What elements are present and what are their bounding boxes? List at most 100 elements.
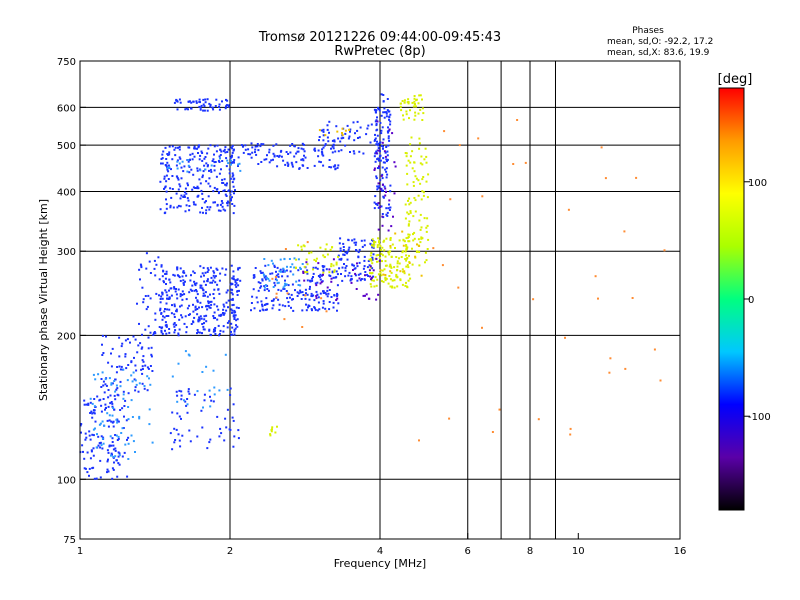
data-point	[161, 157, 164, 160]
data-point	[413, 100, 416, 103]
data-point	[407, 240, 410, 243]
data-point	[202, 170, 205, 173]
data-point	[219, 427, 222, 430]
data-point	[167, 153, 169, 156]
data-point	[366, 127, 369, 130]
data-point	[233, 148, 235, 151]
data-point	[233, 318, 236, 320]
data-point	[269, 272, 272, 275]
data-point	[317, 275, 320, 277]
data-point	[214, 327, 217, 329]
data-point	[216, 204, 219, 207]
data-point	[419, 228, 422, 231]
data-point	[165, 190, 168, 193]
data-point	[302, 272, 305, 274]
data-point	[263, 158, 266, 161]
y-tick-label: 750	[57, 57, 76, 68]
data-point	[170, 312, 173, 315]
data-point	[224, 273, 227, 276]
data-point	[116, 366, 119, 368]
data-point	[213, 393, 216, 396]
data-point	[183, 322, 186, 325]
data-point	[92, 447, 95, 450]
data-point	[335, 299, 338, 301]
data-point	[201, 272, 204, 275]
data-point	[217, 288, 220, 291]
data-point	[206, 295, 209, 298]
data-point	[285, 151, 288, 153]
data-point	[386, 211, 389, 214]
data-point	[175, 324, 178, 327]
data-point	[204, 294, 206, 297]
data-point	[237, 267, 240, 270]
data-point	[358, 261, 361, 264]
data-point	[417, 102, 420, 105]
data-point	[165, 164, 168, 167]
data-point	[409, 277, 412, 280]
data-point	[161, 297, 164, 300]
data-point	[117, 435, 120, 438]
data-point	[384, 277, 387, 280]
data-point	[300, 298, 303, 300]
data-point	[170, 196, 173, 199]
data-point	[385, 158, 388, 161]
data-point	[229, 394, 232, 396]
data-point	[297, 284, 300, 286]
data-point	[141, 372, 144, 375]
data-point	[407, 223, 410, 226]
data-point	[270, 429, 273, 431]
data-point	[104, 383, 107, 386]
data-point	[161, 318, 164, 321]
data-point	[108, 419, 111, 422]
data-point	[375, 152, 378, 155]
data-point	[90, 410, 93, 413]
data-point	[109, 402, 112, 405]
data-point	[376, 134, 379, 137]
data-point	[385, 170, 388, 173]
data-point	[293, 155, 296, 158]
data-point	[193, 145, 196, 148]
data-point	[289, 151, 292, 154]
data-point	[134, 451, 136, 453]
data-point	[372, 275, 375, 278]
data-point	[198, 101, 201, 103]
data-point	[287, 301, 290, 304]
data-point	[167, 164, 170, 167]
data-point	[242, 151, 245, 154]
data-point	[282, 267, 285, 270]
data-point	[221, 267, 224, 270]
data-point	[277, 288, 280, 291]
data-point	[104, 378, 107, 381]
data-point	[408, 262, 411, 264]
data-point	[284, 248, 287, 250]
data-point	[223, 148, 226, 151]
data-point	[399, 270, 402, 273]
data-point	[347, 137, 350, 140]
data-point	[200, 275, 203, 278]
data-point	[393, 161, 396, 164]
data-point	[326, 286, 329, 289]
data-point	[177, 146, 179, 149]
data-point	[254, 145, 257, 148]
data-point	[179, 267, 182, 270]
data-point	[145, 267, 148, 270]
data-point	[131, 416, 134, 418]
data-point	[161, 153, 164, 156]
data-point	[325, 268, 328, 271]
data-point	[266, 308, 268, 311]
data-point	[198, 316, 201, 319]
data-point	[300, 245, 303, 248]
data-point	[176, 297, 179, 300]
data-point	[92, 373, 95, 376]
data-point	[226, 200, 229, 203]
data-point	[183, 191, 186, 194]
data-point	[168, 331, 171, 334]
data-point	[263, 286, 266, 289]
data-point	[176, 177, 179, 180]
data-point	[401, 251, 404, 254]
data-point	[309, 280, 312, 283]
data-point	[280, 289, 283, 292]
data-point	[210, 170, 213, 173]
data-point	[219, 314, 222, 317]
